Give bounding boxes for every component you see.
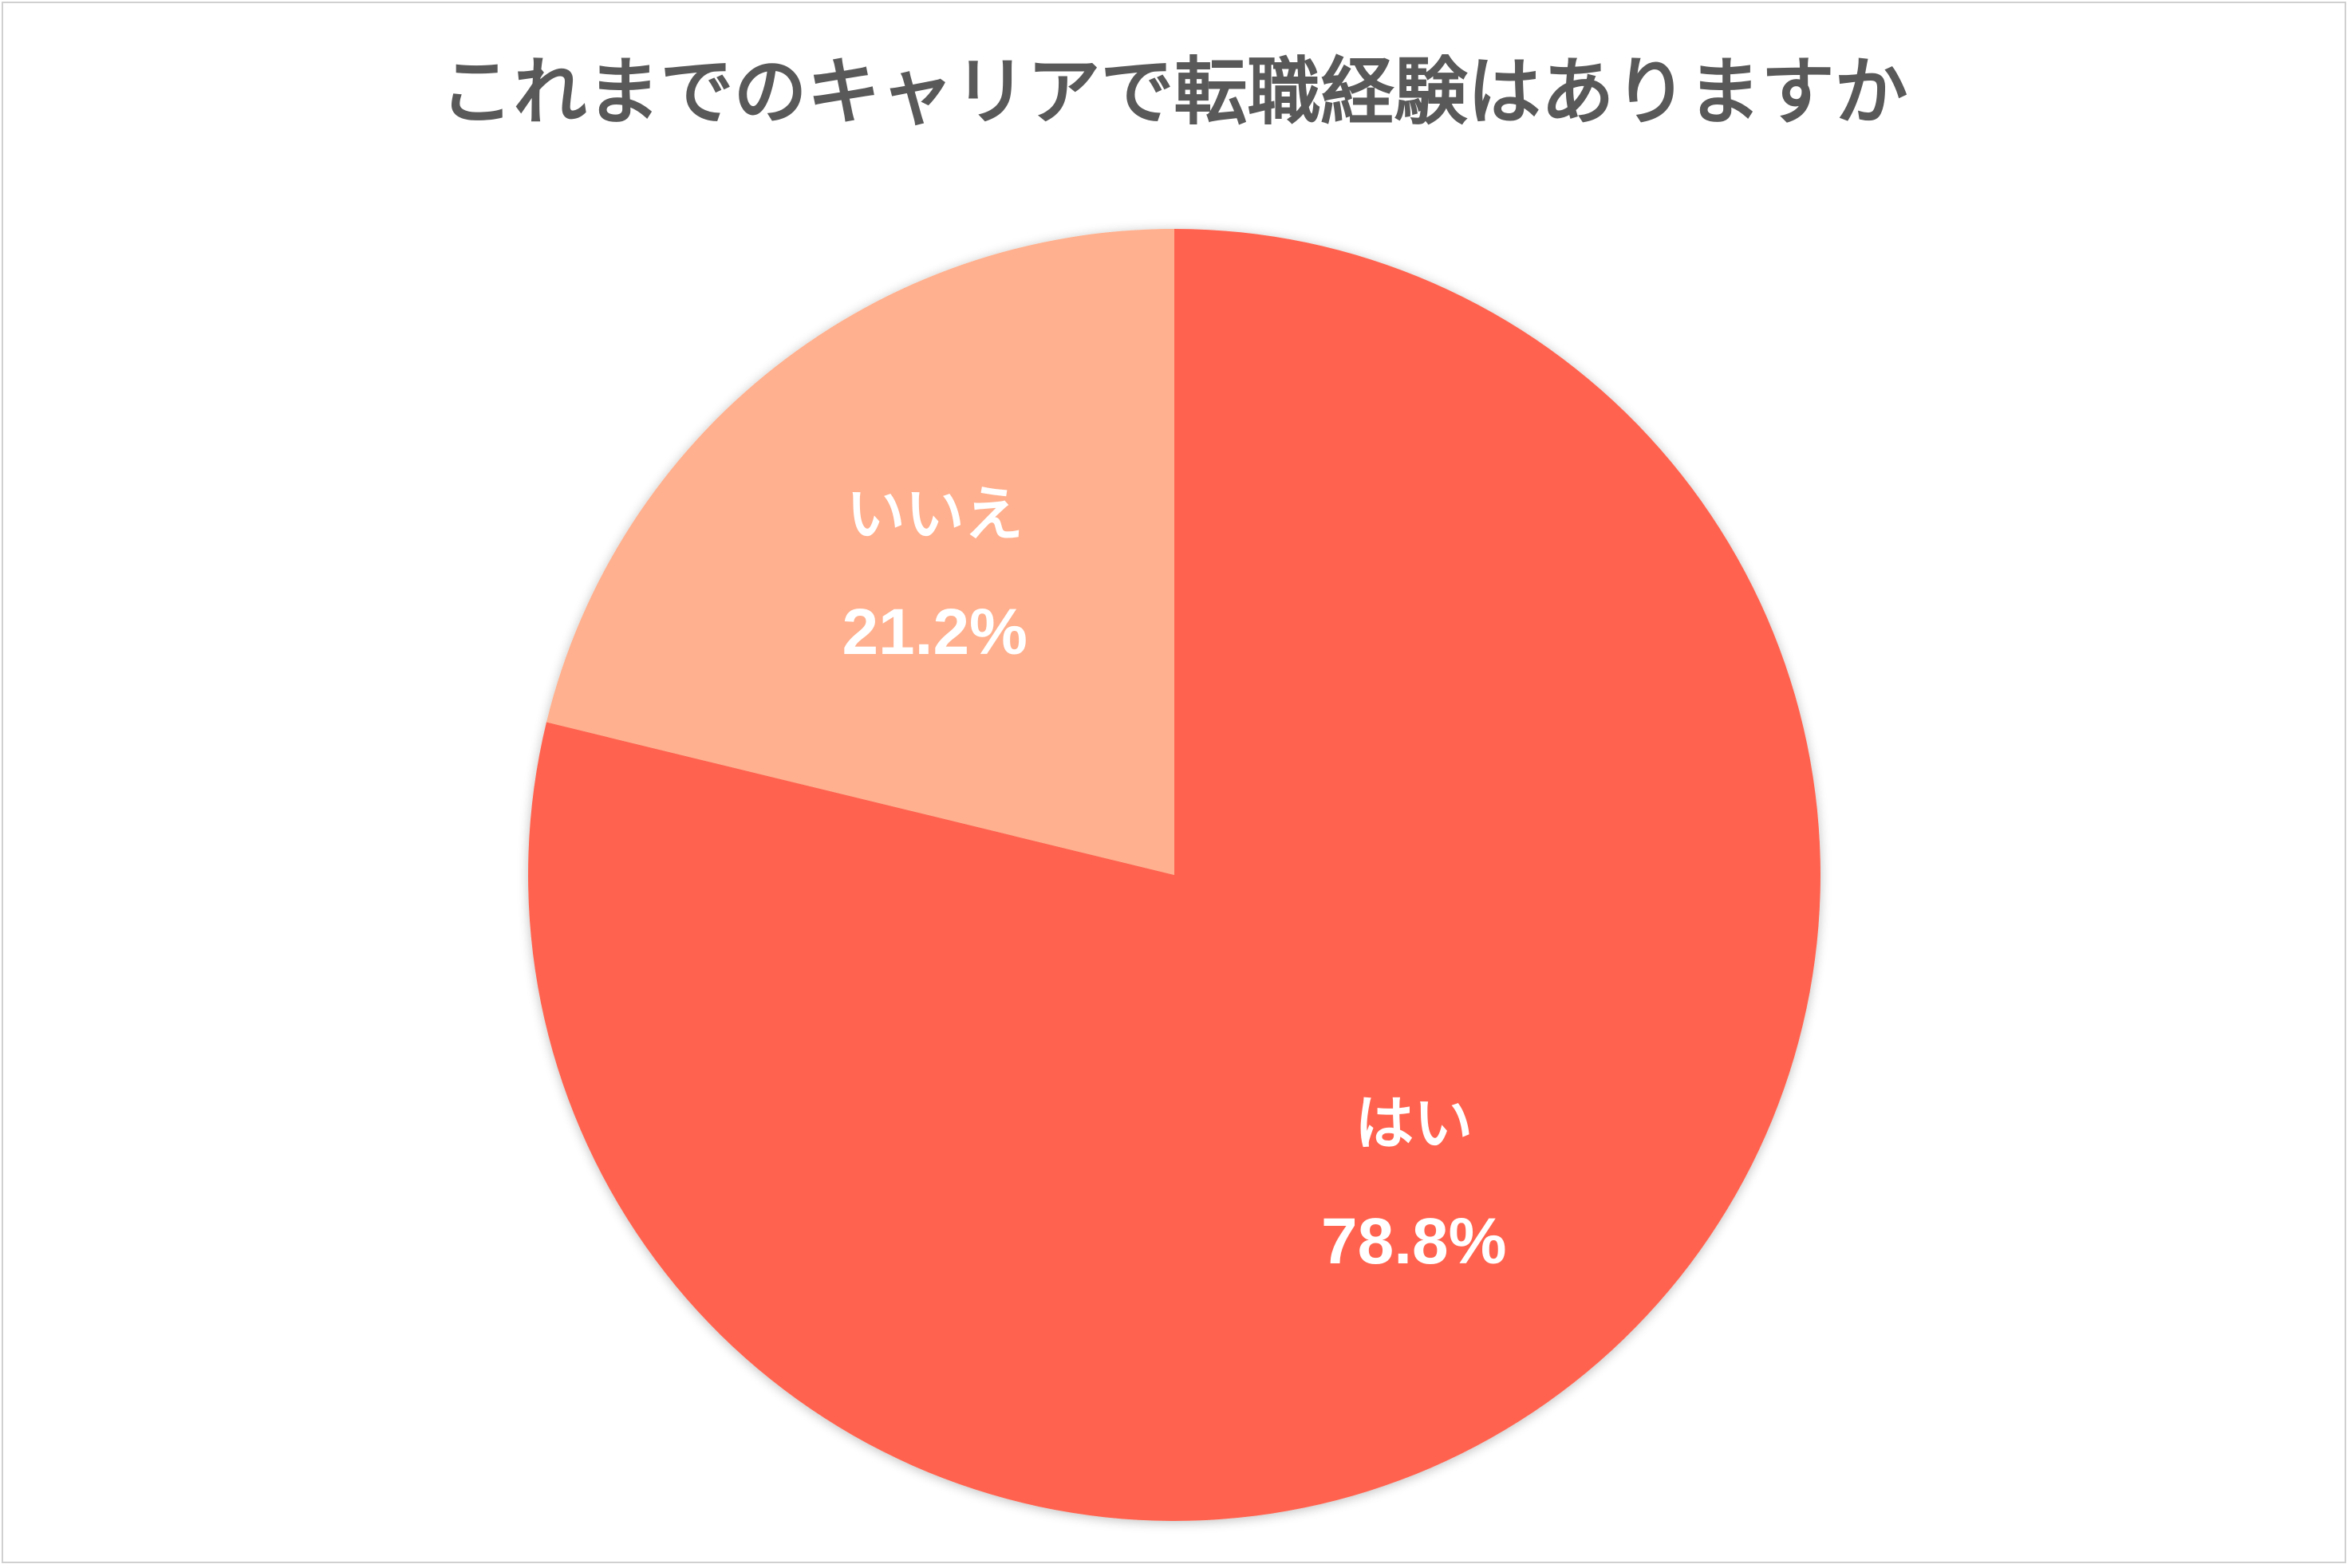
slice-value-label: 78.8%: [1321, 1205, 1507, 1278]
slice-category-label: いいえ: [846, 480, 1024, 549]
pie-slice-2: [546, 229, 1174, 875]
pie-labels: はい 78.8% いいえ 21.2%: [842, 480, 1506, 1278]
slice-category-label: はい: [1355, 1089, 1473, 1158]
chart-title: これまでのキャリアで転職経験はありますか: [440, 49, 1908, 135]
pie-slices: [528, 229, 1820, 1522]
slice-value-label: 21.2%: [842, 596, 1028, 668]
